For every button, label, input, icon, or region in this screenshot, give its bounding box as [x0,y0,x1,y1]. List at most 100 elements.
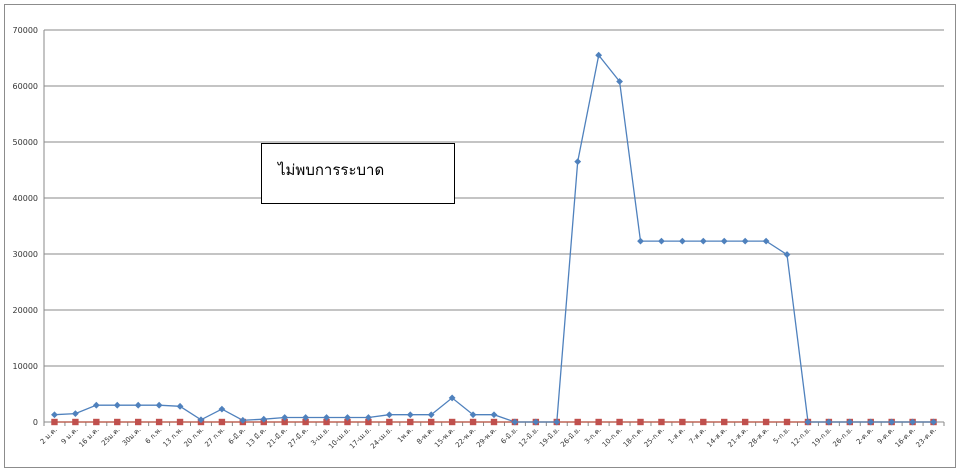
x-tick-label: 23-ต.ค. [915,426,938,449]
data-point-square [490,418,498,426]
data-point-diamond [385,411,393,419]
data-point-diamond [365,414,372,421]
data-point-diamond [51,411,58,419]
data-point-diamond [176,402,184,410]
y-tick-label: 0 [33,418,38,427]
x-tick-label: 14-ส.ค. [705,426,728,449]
x-tick-label: 19-ก.ย. [811,426,834,449]
x-tick-label: 26-ก.ย. [831,426,854,449]
data-point-square [762,418,770,426]
x-tick-label: 19-มิ.ย. [538,426,561,449]
data-point-diamond [699,237,707,245]
data-point-diamond [825,418,833,426]
x-tick-label: 29-พ.ค. [475,426,498,449]
data-point-diamond [616,78,623,85]
data-point-square [574,418,581,426]
y-tick-label: 40000 [13,194,38,203]
data-point-diamond [197,416,205,424]
data-point-square [344,418,351,426]
data-point-diamond [490,411,498,419]
x-tick-label: 25ม.ค. [100,426,122,448]
data-point-square [93,418,100,426]
data-point-square [218,418,226,426]
x-tick-label: 28-ส.ค. [747,426,770,449]
data-point-diamond [239,416,247,424]
data-point-diamond [909,418,917,426]
x-tick-label: 25-ก.ค. [643,426,666,449]
data-point-diamond [469,411,477,419]
gridlines [44,29,944,423]
data-point-square [448,418,456,426]
x-tick-label: 26-มิ.ย. [559,426,582,449]
data-point-square [323,418,330,426]
data-point-diamond [323,414,330,421]
data-point-diamond [155,401,163,409]
data-point-diamond [281,414,289,421]
data-point-diamond [783,251,791,258]
x-tick-label: 10-เม.ย. [327,426,352,451]
x-tick-label: 16 ม.ค. [77,426,100,449]
y-tick-label: 70000 [13,26,38,35]
x-tick-label: 2-ต.ค. [855,426,875,446]
x-tick-label: 21-มี.ค. [266,426,289,449]
data-point-diamond [762,237,770,245]
data-point-diamond [71,410,79,417]
x-tick-label: 30ม.ค. [121,426,143,448]
data-point-diamond [574,158,582,165]
data-point-diamond [888,418,896,426]
data-point-diamond [511,418,519,426]
data-point-diamond [678,237,686,245]
data-point-square [428,418,435,426]
data-point-square [302,418,309,426]
x-tick-label: 6 ก.พ. [144,426,164,446]
data-point-square [595,418,602,426]
y-axis: 0 10000 20000 30000 40000 50000 60000 70000 [13,26,45,427]
x-tick-label: 12-มิ.ย. [517,426,540,449]
data-point-square [365,418,372,426]
x-axis: 2 ม.ค. 9 ม.ค.16 ม.ค. 25ม.ค. 30ม.ค. 6 ก.พ.13 … [39,421,945,451]
data-point-diamond [595,51,603,59]
data-point-square [176,418,184,426]
series-line [54,53,934,423]
data-point-square [700,418,707,426]
x-tick-label: 10-ก.ค. [601,426,624,449]
data-point-diamond [867,418,875,426]
data-point-diamond [637,237,644,245]
x-tick-label: 17-เม.ย. [348,426,373,451]
data-point-diamond [930,418,937,426]
data-point-diamond [804,418,812,426]
data-point-square [407,418,414,426]
data-point-diamond [532,418,540,426]
data-point-diamond [427,411,435,419]
x-tick-label: 15-พ.ค. [433,426,456,449]
data-point-square [281,418,288,426]
x-tick-label: 5-ก.ย. [772,426,792,446]
data-point-square [134,418,142,426]
data-point-square [155,418,163,426]
data-point-square [114,418,121,426]
data-point-diamond [406,411,414,419]
data-point-square [469,418,477,426]
data-point-diamond [658,237,665,245]
x-tick-label: 1พ.ค. [396,426,415,445]
x-tick-label: 27-มี.ค. [287,426,310,449]
data-point-square [658,418,665,426]
y-tick-label: 50000 [13,138,38,147]
data-point-diamond [720,237,728,245]
x-tick-label: 18-ก.ค. [622,426,645,449]
data-point-square [72,418,79,426]
annotation-text: ไม่พบการระบาด [278,161,385,179]
series-layer [51,51,937,426]
x-tick-label: 13 ก.พ. [162,426,185,449]
x-tick-label: 20 ก.พ. [182,426,205,449]
x-tick-label: 27 ก.พ. [203,426,226,449]
x-tick-label: 1-ส.ค. [667,426,687,446]
y-tick-label: 60000 [13,82,38,91]
data-point-diamond [846,418,854,426]
data-point-diamond [113,401,121,409]
x-tick-label: 22-พ.ค. [454,426,477,449]
data-point-diamond [344,414,351,421]
x-tick-label: 12-ก.ย. [790,426,813,449]
data-point-diamond [302,414,310,421]
